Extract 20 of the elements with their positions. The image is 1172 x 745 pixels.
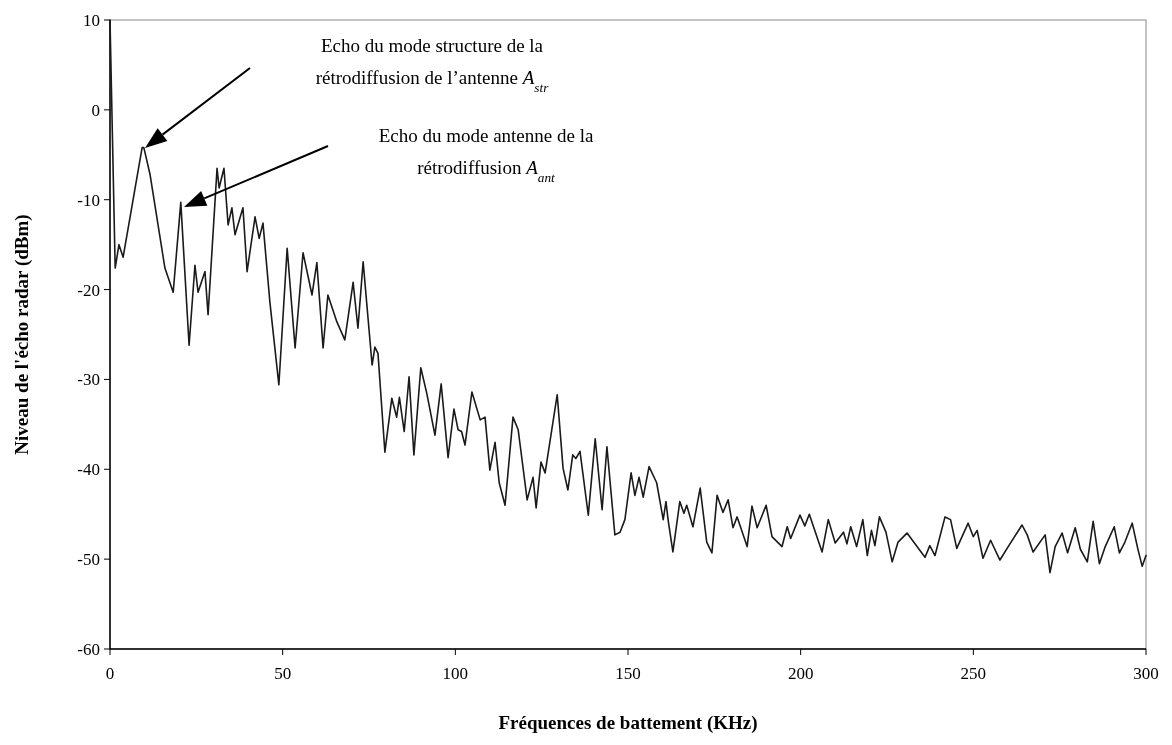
y-tick-label: -10 — [77, 190, 100, 210]
annotation: Echo du mode antenne de la rétrodiffusion A$_{ant}$ — [378, 125, 594, 185]
y-tick-label: 0 — [91, 100, 100, 120]
x-tick-label: 50 — [274, 664, 292, 683]
y-tick-label: -30 — [77, 370, 100, 390]
y-axis-title: Niveau de l'écho radar (dBm) — [11, 214, 33, 455]
y-tick-label: 10 — [83, 10, 100, 30]
x-axis-title: Fréquences de battement (KHz) — [498, 712, 758, 734]
x-tick-label: 300 — [1133, 664, 1159, 683]
y-tick-label: -50 — [77, 550, 100, 570]
annotation: Echo du mode structure de la rétrodiffusion de l’antenne A$_{str}$ — [315, 35, 550, 95]
x-tick-label: 100 — [442, 664, 469, 683]
x-tick-label: 250 — [960, 664, 987, 683]
x-tick-label: 0 — [105, 664, 115, 683]
y-tick-label: -40 — [77, 460, 100, 480]
y-tick-label: -60 — [77, 639, 100, 659]
x-tick-label: 200 — [787, 664, 814, 683]
y-tick-label: -20 — [77, 280, 100, 300]
x-tick-label: 150 — [615, 664, 641, 683]
line-series — [109, 19, 1147, 574]
